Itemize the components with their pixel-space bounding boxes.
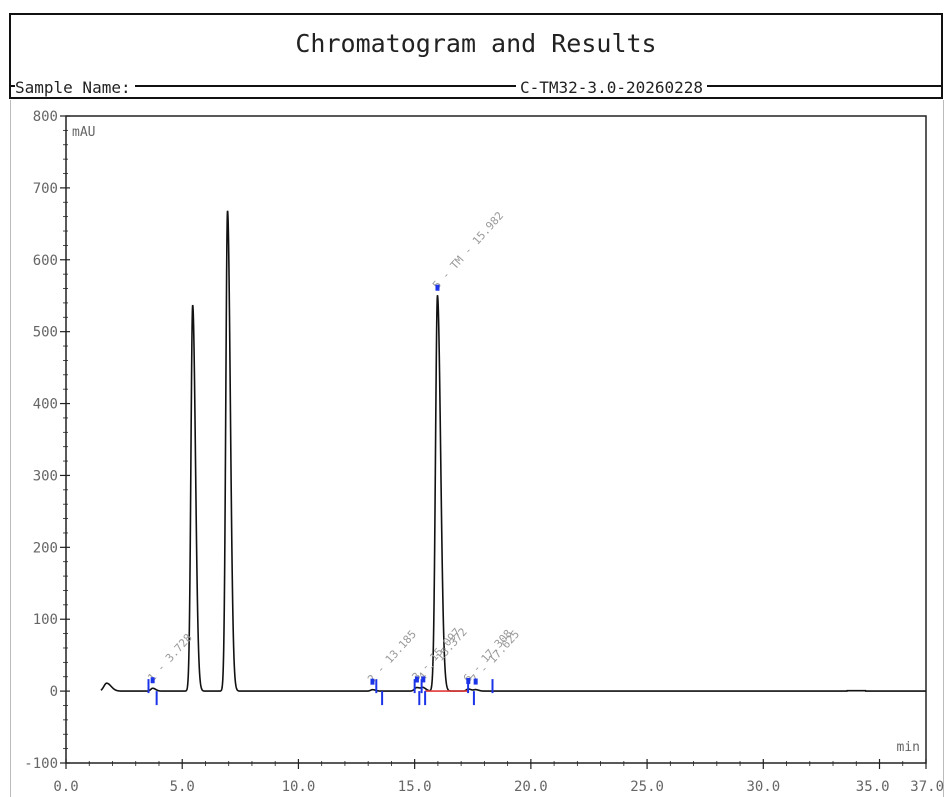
y-tick-label: 800 [33,109,58,125]
peak-marker [473,678,478,685]
x-tick-label: 15.0 [398,779,432,795]
plot-frame [65,115,927,764]
peak-marker [435,284,440,291]
y-tick-label: 400 [33,397,58,413]
peak-marker [421,676,426,683]
x-tick-label: 20.0 [514,779,548,795]
x-tick-label: 25.0 [630,779,664,795]
y-tick-label: 300 [33,468,58,484]
peak-marker [370,678,375,685]
peak-label: 5 - TM - 15.982 [430,209,506,292]
y-axis-label: mAU [72,125,95,140]
sample-name-label: Sample Name: [15,78,135,97]
chromatogram-chart: 800 700 600 500 400 300 200 100 0 -100 0.0 5.0 10.0 1… [24,109,944,795]
sample-name-value: C-TM32-3.0-20260228 [516,78,708,97]
x-tick-label: 10.0 [282,779,316,795]
chromatogram-trace [100,210,926,692]
y-tick-label: 700 [33,181,58,197]
y-tick-label: -100 [24,756,58,772]
x-tick-label: 35.0 [856,779,890,795]
x-tick-label: 37.0 [910,779,944,795]
peak-marker [466,677,471,684]
peak-marker [414,676,419,683]
peak-marker [150,677,155,684]
y-tick-label: 0 [50,684,58,700]
peak-label: 7 - 17.625 [468,628,522,686]
x-tick-label: 30.0 [746,779,780,795]
report-header: Chromatogram and Results Sample Name: C-… [9,13,943,99]
x-axis-label: min [897,740,920,755]
peak-label: 1 - 3.728 [145,631,195,684]
header-divider [11,85,941,87]
x-tick-label: 5.0 [170,779,195,795]
y-tick-label: 200 [33,540,58,556]
x-tick-label: 0.0 [53,779,78,795]
y-tick-label: 100 [33,612,58,628]
report-title: Chromatogram and Results [295,29,657,58]
y-tick-label: 500 [33,325,58,341]
chart-frame: 800 700 600 500 400 300 200 100 0 -100 0.0 5.0 10.0 1… [10,100,944,797]
y-tick-label: 600 [33,253,58,269]
